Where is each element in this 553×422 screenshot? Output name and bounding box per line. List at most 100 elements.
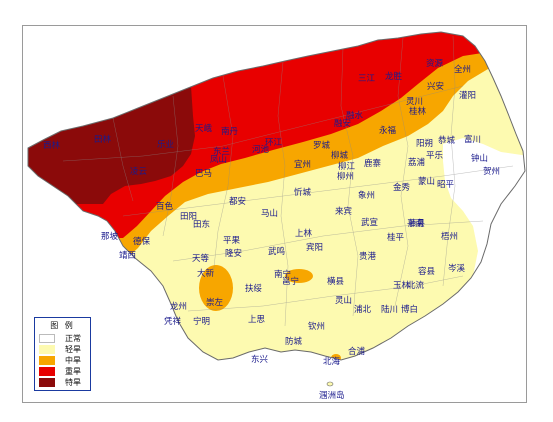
label-dongxing: 东兴	[251, 354, 269, 365]
label-guilin: 桂林	[409, 106, 427, 117]
label-mashan: 马山	[261, 208, 278, 219]
label-lingchuan: 灵川	[406, 97, 423, 107]
label-hengxian: 横县	[327, 276, 345, 287]
label-yangshuo: 阳朔	[416, 138, 433, 149]
label-nanning: 南宁	[274, 269, 291, 280]
label-fengshan: 凤山	[210, 154, 227, 165]
label-pingnan: 平南	[407, 218, 424, 229]
legend: 图 例 正常 轻旱 中旱 重旱 特旱	[34, 317, 91, 391]
label-chongzuo: 崇左	[206, 297, 224, 308]
legend-label: 特旱	[65, 378, 81, 387]
label-beiliu: 北流	[407, 280, 425, 291]
label-binyang: 宾阳	[306, 242, 323, 253]
label-liuzhou: 柳州	[337, 171, 354, 182]
label-pingguo: 平果	[223, 236, 241, 246]
label-pingxiang: 凭祥	[164, 316, 182, 327]
label-quanzhou: 全州	[454, 64, 471, 75]
label-wuxuan: 武宣	[361, 217, 378, 228]
label-tianlin: 田林	[94, 134, 112, 145]
label-yulin: 玉林	[393, 280, 411, 291]
label-mengshan: 蒙山	[418, 176, 435, 187]
label-fuchuan: 富川	[464, 134, 481, 145]
zone-moderate-patch-daxin	[199, 265, 233, 311]
label-rongan: 融安	[334, 118, 351, 129]
label-guiping: 桂平	[387, 232, 405, 243]
label-wuming: 武鸣	[268, 246, 285, 257]
label-duan: 都安	[229, 196, 246, 207]
label-luchuan: 陆川	[381, 304, 398, 315]
label-weizhoudao: 涠洲岛	[319, 390, 345, 401]
label-jingxi: 靖西	[119, 250, 136, 261]
legend-title: 图 例	[50, 321, 75, 330]
label-daxin: 大新	[197, 268, 215, 279]
label-hezhou: 贺州	[483, 166, 500, 177]
label-bobai: 博白	[401, 304, 418, 315]
label-tengxian: 藤县	[408, 218, 426, 229]
label-debao: 德保	[133, 236, 151, 247]
map-frame: 资源 全州 龙胜 三江 兴安 灌阳 灵川 融水 桂林 天峨 南丹 环江 罗城 融…	[22, 25, 527, 403]
label-bama: 巴马	[195, 169, 212, 179]
label-yongfu: 永福	[379, 125, 396, 136]
label-tiandeng: 天等	[192, 253, 210, 264]
legend-swatch	[39, 356, 55, 365]
zone-moderate-patch-beihai	[331, 354, 341, 360]
label-zhaoping: 昭平	[437, 180, 455, 190]
label-xingan: 兴安	[427, 81, 444, 92]
label-luocheng: 罗城	[313, 141, 331, 151]
label-pingle: 平乐	[426, 150, 444, 161]
label-hepu: 合浦	[348, 346, 366, 357]
label-yongning: 邕宁	[282, 276, 299, 287]
label-fusui: 扶绥	[245, 283, 263, 294]
label-lingyun: 凌云	[130, 166, 148, 177]
label-xilin: 西林	[43, 140, 61, 151]
label-huanjiang: 环江	[265, 138, 283, 148]
label-tiane: 天峨	[195, 123, 213, 134]
label-liucheng: 柳城	[331, 150, 349, 161]
label-hechi: 河池	[252, 144, 270, 155]
label-rongxian: 容县	[418, 266, 436, 277]
label-tiandong: 田东	[193, 219, 210, 230]
label-longsheng: 龙胜	[385, 71, 403, 82]
label-leye: 乐业	[157, 139, 174, 150]
label-tianyang: 田阳	[180, 212, 197, 222]
label-sanjiang: 三江	[358, 74, 376, 84]
label-ningming: 宁明	[193, 316, 210, 327]
legend-swatch	[39, 367, 55, 376]
label-xincheng: 忻城	[294, 187, 312, 198]
legend-swatch	[39, 334, 55, 343]
legend-label: 中旱	[65, 356, 81, 365]
label-laibin: 来宾	[335, 206, 352, 217]
label-gongcheng: 恭城	[438, 136, 456, 146]
label-guanyang: 灌阳	[459, 90, 476, 101]
label-zhongshan: 钟山	[471, 153, 488, 164]
label-lingshan: 灵山	[335, 295, 352, 306]
label-baise: 百色	[156, 201, 174, 212]
label-cenxi: 岑溪	[448, 263, 466, 274]
county-boundaries	[62, 35, 514, 327]
label-shanglin: 上林	[295, 228, 313, 239]
label-longzhou: 龙州	[170, 301, 187, 312]
legend-label: 正常	[65, 334, 81, 343]
label-wuzhou: 梧州	[441, 231, 458, 242]
label-ziyuan: 资源	[426, 58, 444, 69]
label-shangsi: 上思	[248, 315, 266, 325]
legend-label: 轻旱	[65, 345, 81, 354]
label-donglan: 东兰	[213, 146, 230, 157]
label-pubei: 浦北	[354, 304, 372, 315]
label-napo: 那坡	[101, 231, 119, 242]
legend-swatch	[39, 378, 55, 387]
label-qinzhou: 钦州	[308, 321, 325, 332]
legend-label: 重旱	[65, 367, 81, 376]
label-yizhou: 宜州	[294, 159, 311, 170]
city-labels: 资源 全州 龙胜 三江 兴安 灌阳 灵川 融水 桂林 天峨 南丹 环江 罗城 融…	[43, 58, 500, 401]
weizhou-island	[326, 381, 334, 387]
zone-moderate-patch-nanning	[285, 269, 313, 283]
label-liujiang: 柳江	[338, 161, 356, 172]
label-lipu: 荔浦	[408, 157, 426, 168]
label-guigang: 贵港	[359, 251, 377, 262]
legend-swatch	[39, 345, 55, 354]
label-beihai: 北海	[323, 356, 341, 367]
label-longan: 隆安	[225, 248, 242, 259]
label-xiangzhou: 象州	[358, 190, 375, 201]
label-rongshui: 融水	[346, 110, 364, 121]
